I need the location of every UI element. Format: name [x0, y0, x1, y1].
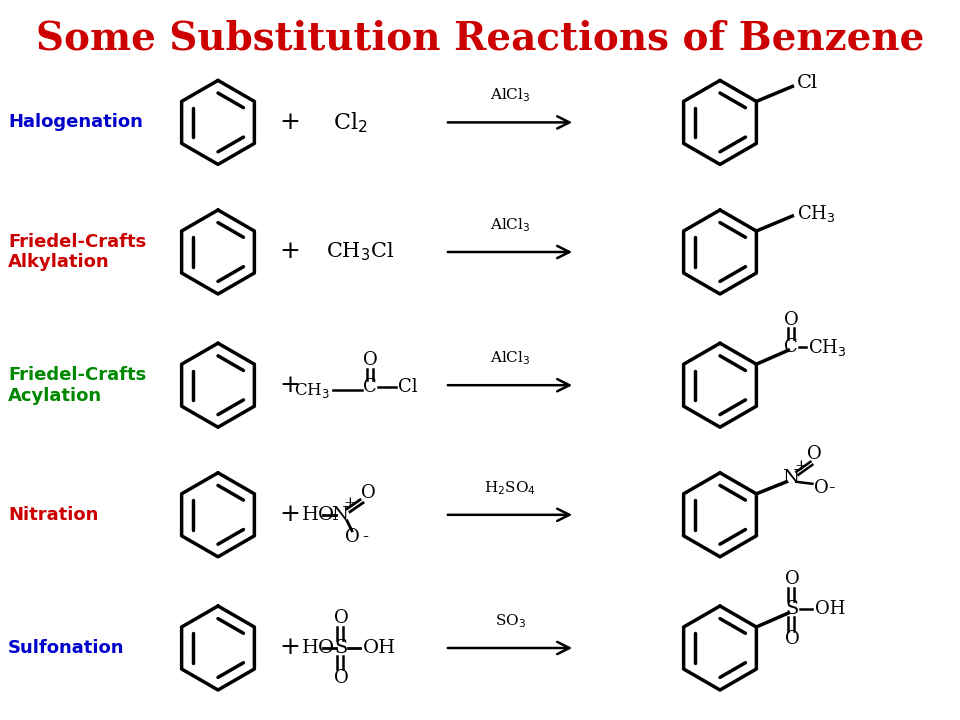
Text: H$_2$SO$_4$: H$_2$SO$_4$: [484, 479, 536, 497]
Text: Nitration: Nitration: [8, 505, 98, 524]
Text: O: O: [807, 445, 822, 463]
Text: +: +: [279, 240, 300, 264]
Text: S: S: [785, 600, 799, 618]
Text: O: O: [334, 609, 348, 627]
Text: Cl: Cl: [398, 378, 418, 396]
Text: +: +: [279, 374, 300, 397]
Text: Halogenation: Halogenation: [8, 113, 143, 131]
Text: Friedel-Crafts
Acylation: Friedel-Crafts Acylation: [8, 366, 146, 405]
Text: HO: HO: [302, 639, 335, 657]
Text: CH$_3$: CH$_3$: [798, 202, 836, 223]
Text: C: C: [363, 378, 377, 396]
Text: OH: OH: [815, 600, 846, 618]
Text: O: O: [785, 630, 800, 648]
Text: O: O: [345, 528, 359, 546]
Text: AlCl$_3$: AlCl$_3$: [490, 216, 530, 234]
Text: S: S: [334, 639, 348, 657]
Text: -: -: [362, 528, 368, 546]
Text: -: -: [828, 479, 835, 497]
Text: SO$_3$: SO$_3$: [494, 612, 525, 630]
Text: C: C: [784, 338, 799, 356]
Text: OH: OH: [363, 639, 396, 657]
Text: N: N: [781, 469, 799, 487]
Text: +: +: [279, 503, 300, 526]
Text: AlCl$_3$: AlCl$_3$: [490, 86, 530, 104]
Text: O: O: [361, 484, 375, 502]
Text: AlCl$_3$: AlCl$_3$: [490, 349, 530, 367]
Text: +: +: [794, 459, 806, 473]
Text: CH$_3$: CH$_3$: [294, 381, 330, 400]
Text: O: O: [785, 570, 800, 588]
Text: O: O: [784, 311, 799, 329]
Text: O: O: [334, 669, 348, 687]
Text: Sulfonation: Sulfonation: [8, 639, 125, 657]
Text: +: +: [279, 636, 300, 660]
Text: CH$_3$: CH$_3$: [808, 337, 847, 358]
Text: Friedel-Crafts
Alkylation: Friedel-Crafts Alkylation: [8, 233, 146, 271]
Text: O: O: [363, 351, 377, 369]
Text: +: +: [344, 496, 356, 510]
Text: Cl: Cl: [798, 74, 819, 92]
Text: CH$_3$Cl: CH$_3$Cl: [325, 240, 395, 264]
Text: +: +: [279, 111, 300, 134]
Text: N: N: [331, 505, 348, 524]
Text: Some Substitution Reactions of Benzene: Some Substitution Reactions of Benzene: [36, 20, 924, 58]
Text: O: O: [814, 479, 829, 497]
Text: Cl$_2$: Cl$_2$: [333, 110, 368, 135]
Text: HO: HO: [302, 505, 335, 524]
